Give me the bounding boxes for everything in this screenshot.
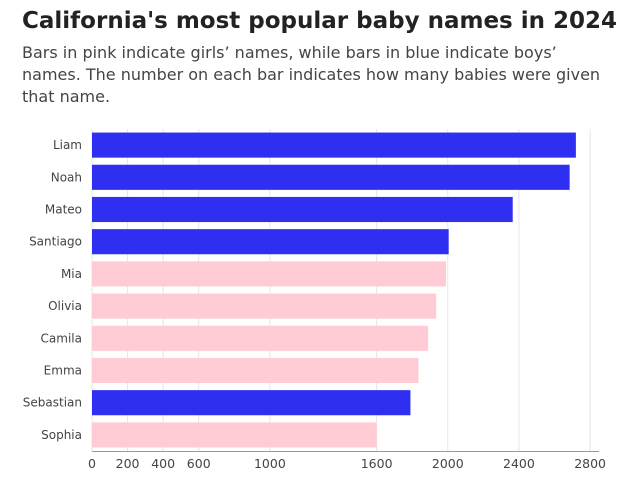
x-tick-label: 1000 bbox=[254, 456, 286, 471]
bar-mia bbox=[92, 261, 447, 287]
bar-liam bbox=[92, 132, 576, 158]
category-label: Emma bbox=[44, 364, 82, 378]
category-label: Mia bbox=[61, 267, 82, 281]
chart-subtitle: Bars in pink indicate girls’ names, whil… bbox=[22, 43, 601, 106]
bar-camila bbox=[92, 325, 429, 351]
bar-sophia bbox=[92, 422, 377, 448]
category-label: Liam bbox=[53, 138, 82, 152]
bar-santiago bbox=[92, 229, 449, 255]
x-tick-label: 200 bbox=[116, 456, 140, 471]
x-tick-label: 2800 bbox=[574, 456, 606, 471]
bar-emma bbox=[92, 357, 419, 384]
bar-sebastian bbox=[92, 390, 411, 416]
x-axis: 0 200 400 600 1000 1600 2000 2400 2800 bbox=[88, 451, 606, 471]
category-label: Olivia bbox=[48, 299, 82, 313]
bars bbox=[92, 132, 576, 448]
category-label: Santiago bbox=[29, 235, 82, 249]
bar-noah bbox=[92, 164, 570, 190]
category-label: Noah bbox=[51, 170, 82, 184]
category-labels: Liam Noah Mateo Santiago Mia Olivia Camila Emma… bbox=[23, 138, 82, 442]
category-label: Mateo bbox=[45, 203, 82, 217]
category-label: Sophia bbox=[41, 428, 82, 442]
category-label: Sebastian bbox=[23, 396, 82, 410]
category-label: Camila bbox=[41, 331, 82, 345]
x-tick-label: 1600 bbox=[361, 456, 393, 471]
bar-mateo bbox=[92, 196, 513, 223]
x-tick-label: 0 bbox=[88, 456, 96, 471]
x-tick-label: 2000 bbox=[432, 456, 464, 471]
bar-olivia bbox=[92, 293, 437, 319]
x-tick-label: 600 bbox=[187, 456, 211, 471]
x-tick-label: 2400 bbox=[503, 456, 535, 471]
x-tick-label: 400 bbox=[151, 456, 175, 471]
chart-title: California's most popular baby names in … bbox=[22, 8, 618, 34]
